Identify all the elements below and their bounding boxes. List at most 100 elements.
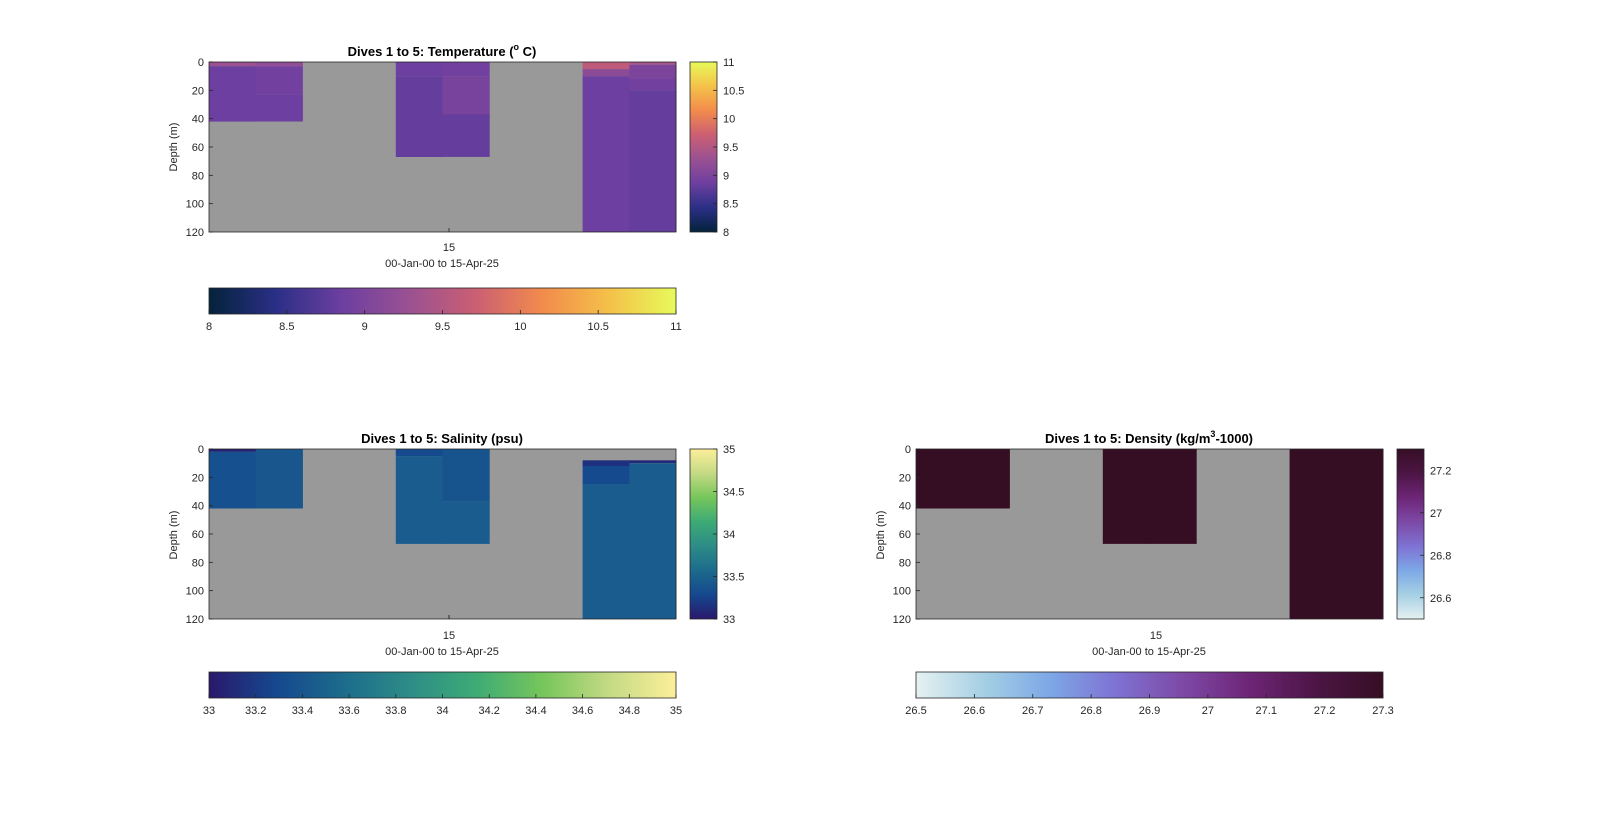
salinity-cell-1 (209, 451, 257, 509)
temperature-colorbar-label-8: 8 (206, 321, 212, 333)
salinity-side-colorbar-label-33: 33 (723, 614, 735, 626)
density-cell-3 (1149, 449, 1197, 544)
density-side-colorbar-label-27.2: 27.2 (1430, 465, 1451, 477)
temperature-cell-5 (395, 62, 443, 77)
salinity-colorbar-label-34.4: 34.4 (525, 705, 546, 717)
salinity-cell-8 (582, 466, 630, 485)
salinity-ytick-label-120: 120 (186, 614, 204, 626)
density-colorbar-label-26.9: 26.9 (1139, 705, 1160, 717)
temperature-cell-0 (209, 62, 257, 67)
density-side-colorbar-label-26.8: 26.8 (1430, 550, 1451, 562)
density-colorbar-label-27.1: 27.1 (1256, 705, 1277, 717)
salinity-ytick-label-20: 20 (192, 472, 204, 484)
salinity-cell-6 (442, 501, 490, 544)
temperature-xlabel: 00-Jan-00 to 15-Apr-25 (385, 258, 499, 270)
salinity-colorbar-label-35: 35 (670, 705, 682, 717)
temperature-colorbar-label-9: 9 (362, 321, 368, 333)
salinity-panel: Dives 1 to 5: Salinity (psu) Depth (m) 0… (168, 431, 744, 717)
density-ytick-label-40: 40 (899, 501, 911, 513)
salinity-colorbar-label-34.8: 34.8 (619, 705, 640, 717)
temperature-colorbar-label-9.5: 9.5 (435, 321, 450, 333)
temperature-ytick-label-80: 80 (192, 170, 204, 182)
salinity-cell-5 (442, 449, 490, 502)
salinity-side-colorbar (689, 448, 718, 620)
density-xlabel: 00-Jan-00 to 15-Apr-25 (1092, 646, 1206, 658)
salinity-title: Dives 1 to 5: Salinity (psu) (361, 431, 523, 446)
salinity-side-colorbar-label-34.5: 34.5 (723, 487, 744, 499)
salinity-ytick-label-100: 100 (186, 586, 204, 598)
temperature-side-colorbar-label-8: 8 (723, 227, 729, 239)
density-colorbar-label-26.8: 26.8 (1080, 705, 1101, 717)
density-ytick-label-120: 120 (893, 614, 911, 626)
salinity-cell-9 (582, 484, 630, 619)
density-ytick-label-80: 80 (899, 557, 911, 569)
salinity-ytick-label-60: 60 (192, 529, 204, 541)
temperature-ylabel: Depth (m) (168, 123, 180, 172)
temperature-colorbar-label-11: 11 (670, 321, 681, 333)
temperature-side-colorbar (689, 61, 718, 233)
salinity-ytick-label-40: 40 (192, 501, 204, 513)
salinity-xlabel: 00-Jan-00 to 15-Apr-25 (385, 646, 499, 658)
density-side-colorbar (1396, 448, 1425, 620)
temperature-cell-3 (255, 66, 303, 95)
salinity-colorbar-label-33.8: 33.8 (385, 705, 406, 717)
salinity-colorbar-label-34.6: 34.6 (572, 705, 593, 717)
salinity-cell-3 (395, 449, 443, 457)
temperature-cell-6 (395, 76, 443, 157)
temperature-cell-12 (582, 76, 630, 232)
temperature-cell-10 (582, 62, 630, 70)
temperature-title: Dives 1 to 5: Temperature (o C) (348, 42, 537, 59)
salinity-cell-10 (629, 460, 677, 464)
temperature-cell-4 (255, 94, 303, 122)
density-ytick-label-20: 20 (899, 472, 911, 484)
salinity-colorbar (208, 671, 677, 699)
temperature-ytick-label-40: 40 (192, 114, 204, 126)
density-cell-5 (1336, 449, 1384, 619)
salinity-cell-4 (395, 456, 443, 544)
salinity-colorbar-label-34.2: 34.2 (478, 705, 499, 717)
density-cell-4 (1289, 449, 1337, 619)
salinity-cell-0 (209, 449, 257, 452)
density-colorbar-label-26.5: 26.5 (905, 705, 926, 717)
salinity-side-colorbar-label-34: 34 (723, 529, 735, 541)
density-ytick-label-0: 0 (905, 444, 911, 456)
density-ytick-label-60: 60 (899, 529, 911, 541)
temperature-side-colorbar-label-11: 11 (723, 57, 734, 69)
temperature-panel: Dives 1 to 5: Temperature (o C) Depth (m… (168, 42, 744, 333)
temperature-cell-9 (442, 114, 490, 157)
salinity-ytick-label-80: 80 (192, 557, 204, 569)
density-side-colorbar-label-26.6: 26.6 (1430, 593, 1451, 605)
temperature-colorbar-label-8.5: 8.5 (279, 321, 294, 333)
temperature-colorbar-label-10: 10 (514, 321, 526, 333)
temperature-side-colorbar-label-10.5: 10.5 (723, 85, 744, 97)
temperature-ytick-label-60: 60 (192, 142, 204, 154)
temperature-cell-14 (629, 64, 677, 79)
density-cell-0 (916, 449, 964, 509)
salinity-cell-7 (582, 460, 630, 466)
temperature-side-colorbar-label-8.5: 8.5 (723, 199, 738, 211)
temperature-colorbar (208, 287, 677, 315)
salinity-colorbar-label-34: 34 (436, 705, 448, 717)
density-title: Dives 1 to 5: Density (kg/m3-1000) (1045, 429, 1253, 446)
density-cell-2 (1102, 449, 1150, 544)
density-colorbar-label-27.2: 27.2 (1314, 705, 1335, 717)
salinity-cell-11 (629, 463, 677, 619)
temperature-xtick-15: 15 (443, 242, 455, 254)
density-colorbar-label-26.7: 26.7 (1022, 705, 1043, 717)
density-colorbar-label-27: 27 (1202, 705, 1214, 717)
density-cell-1 (962, 449, 1010, 509)
temperature-colorbar-label-10.5: 10.5 (587, 321, 608, 333)
salinity-xtick-15: 15 (443, 630, 455, 642)
density-xtick-15: 15 (1150, 630, 1162, 642)
salinity-side-colorbar-label-33.5: 33.5 (723, 572, 744, 584)
temperature-ytick-label-20: 20 (192, 85, 204, 97)
salinity-ytick-label-0: 0 (198, 444, 204, 456)
density-panel: Dives 1 to 5: Density (kg/m3-1000) Depth… (448, 429, 1451, 717)
salinity-cell-2 (255, 449, 303, 509)
salinity-colorbar-label-33: 33 (203, 705, 215, 717)
salinity-colorbar-label-33.2: 33.2 (245, 705, 266, 717)
temperature-cell-11 (582, 69, 630, 77)
temperature-cell-13 (629, 62, 677, 65)
temperature-cell-1 (209, 66, 257, 122)
